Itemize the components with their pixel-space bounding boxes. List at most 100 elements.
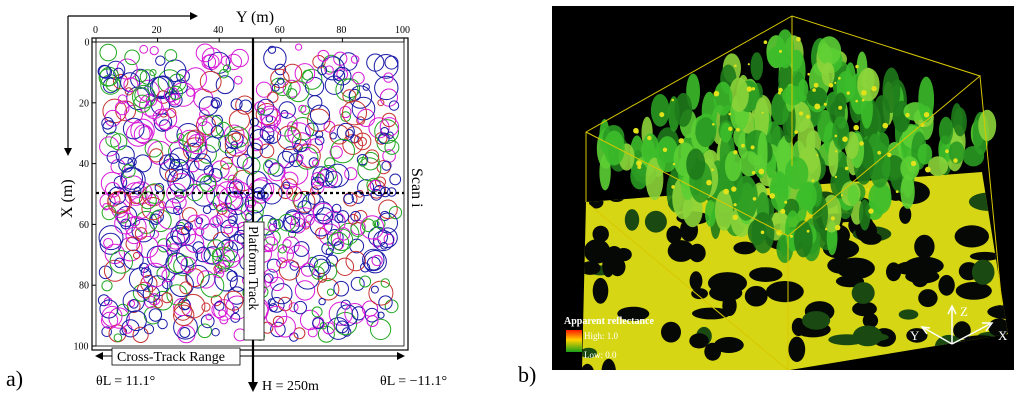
tree-crown-circle bbox=[366, 315, 379, 327]
canopy-highlight bbox=[731, 186, 737, 192]
tree-crown-circle bbox=[383, 233, 395, 245]
tree-crown-circle bbox=[133, 154, 152, 173]
ground-shadow bbox=[714, 337, 744, 353]
tree-crown-circle bbox=[101, 205, 117, 221]
tree-crown-circle bbox=[345, 250, 366, 272]
theta-right-label: θL = −11.1° bbox=[380, 374, 447, 389]
top-tick-label: 0 bbox=[93, 25, 98, 36]
tree-crown-circle bbox=[277, 244, 287, 254]
tree-crown-circle bbox=[148, 308, 163, 322]
tree-crown-circle bbox=[210, 294, 223, 307]
tree-crown-circle bbox=[278, 259, 300, 281]
tree-crown-circle bbox=[157, 318, 168, 330]
tree-crown-circle bbox=[384, 139, 400, 155]
tree-crown-circle bbox=[141, 197, 165, 221]
tree-crown-circle bbox=[185, 233, 205, 253]
tree-crown-circle bbox=[331, 203, 342, 214]
tree-crown-circle bbox=[169, 147, 190, 167]
canopy-cluster bbox=[785, 157, 809, 190]
ground-shadow bbox=[791, 317, 806, 337]
tree-crown-circle bbox=[310, 172, 326, 187]
tree-crown-circle bbox=[223, 224, 234, 235]
tree-crown-circle bbox=[211, 328, 220, 337]
tree-crown-circle bbox=[380, 126, 390, 136]
tree-crown-circle bbox=[351, 96, 376, 121]
tree-crown-circle bbox=[198, 96, 219, 116]
tree-crown-circle bbox=[224, 190, 250, 216]
tree-crown-circle bbox=[287, 122, 311, 146]
canopy-highlight bbox=[779, 49, 782, 53]
tree-crown-circle bbox=[278, 101, 296, 119]
tree-crown-circle bbox=[267, 45, 277, 54]
tree-crown-circle bbox=[101, 311, 119, 329]
canopy-highlight bbox=[887, 152, 892, 158]
tree-crown-circle bbox=[186, 264, 210, 289]
tree-crown-circle bbox=[293, 241, 310, 257]
tree-crown-circle bbox=[353, 132, 372, 151]
tree-crown-circle bbox=[278, 213, 296, 232]
tree-crown-circle bbox=[220, 55, 232, 67]
tree-crown-circle bbox=[296, 154, 304, 162]
ground-shadow bbox=[601, 358, 616, 370]
tree-crown-circle bbox=[225, 53, 243, 71]
tree-crown-circle bbox=[351, 190, 365, 204]
tree-crown-circle bbox=[233, 75, 243, 85]
canopy-cluster bbox=[757, 131, 768, 177]
ground-shadow bbox=[969, 251, 1001, 261]
tree-crown-circle bbox=[194, 153, 212, 171]
left-tick-label: 40 bbox=[79, 159, 89, 170]
canopy-highlight bbox=[805, 114, 810, 119]
canopy-highlight bbox=[877, 150, 882, 155]
canopy-highlight bbox=[812, 88, 816, 92]
canopy-cluster bbox=[828, 139, 839, 177]
tree-crown-circle bbox=[378, 132, 390, 145]
ground-shadow bbox=[749, 267, 783, 282]
tree-crown-circle bbox=[158, 201, 166, 209]
canopy-cluster bbox=[857, 68, 880, 102]
tree-crown-circle bbox=[377, 311, 385, 319]
canopy-highlight bbox=[859, 141, 864, 146]
canopy-highlight bbox=[789, 234, 793, 238]
tree-crown-circle bbox=[228, 109, 250, 131]
tree-crown-circle bbox=[139, 191, 157, 210]
scan-label: Scan i bbox=[408, 168, 425, 208]
ground-shadow bbox=[860, 232, 882, 245]
tree-crown-circle bbox=[226, 270, 238, 282]
tree-crown-circle bbox=[203, 246, 223, 265]
canopy-highlight bbox=[799, 111, 804, 116]
canopy-highlight bbox=[778, 87, 783, 93]
canopy-highlight bbox=[861, 90, 867, 96]
tree-crown-circle bbox=[377, 212, 398, 234]
tree-crown-circle bbox=[324, 65, 334, 75]
tree-crown-circle bbox=[244, 192, 267, 214]
tree-crown-circle bbox=[342, 100, 367, 126]
ground-shadow bbox=[938, 274, 955, 296]
tree-crown-circle bbox=[378, 199, 398, 220]
tree-crown-circle bbox=[99, 232, 122, 255]
tree-crown-circles bbox=[97, 43, 403, 344]
tree-crown-circle bbox=[214, 262, 227, 274]
tree-crown-circle bbox=[167, 169, 192, 193]
tree-crown-circle bbox=[117, 94, 128, 105]
tree-crown-circle bbox=[199, 175, 217, 192]
tree-crown-circle bbox=[293, 142, 303, 153]
tree-crown-circle bbox=[280, 110, 289, 118]
tree-crown-circle bbox=[123, 182, 148, 206]
tree-crown-circle bbox=[227, 174, 238, 185]
ground-shadow bbox=[666, 225, 682, 244]
top-tick-label: 40 bbox=[213, 25, 223, 36]
tree-crown-circle bbox=[259, 143, 275, 159]
ground-shadow bbox=[582, 347, 597, 358]
canopy-cluster bbox=[686, 148, 706, 181]
tree-crown-circle bbox=[138, 126, 153, 140]
tree-crown-circle bbox=[294, 280, 316, 301]
tree-crown-circle bbox=[182, 207, 198, 223]
ground-shadow bbox=[766, 281, 804, 303]
canopy-cluster bbox=[645, 157, 664, 201]
tree-crown-circle bbox=[310, 176, 325, 190]
tree-crown-circle bbox=[345, 129, 354, 138]
legend-low: Low: 0.0 bbox=[584, 350, 617, 360]
tree-crown-circle bbox=[388, 100, 400, 111]
tree-crown-circle bbox=[114, 100, 130, 116]
tree-crown-circle bbox=[318, 223, 341, 246]
